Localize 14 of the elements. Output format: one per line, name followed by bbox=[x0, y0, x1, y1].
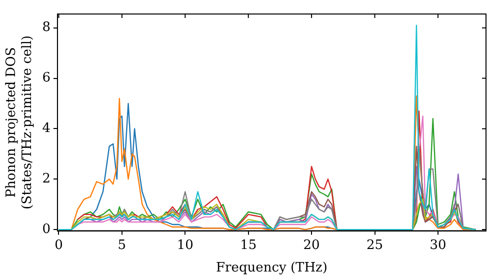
x-axis-title: Frequency (THz) bbox=[216, 260, 328, 276]
y-tick-label: 4 bbox=[42, 121, 50, 136]
x-tick-label: 15 bbox=[240, 238, 257, 253]
x-tick-label: 10 bbox=[176, 238, 194, 253]
x-tick-label: 25 bbox=[366, 238, 384, 253]
y-tick-label: 0 bbox=[42, 222, 50, 237]
y-tick-label: 2 bbox=[42, 171, 50, 186]
x-tick-label: 30 bbox=[430, 238, 446, 253]
x-tick-label: 20 bbox=[303, 238, 320, 253]
x-tick-label: 5 bbox=[118, 238, 126, 253]
y-axis-title: Phonon projected DOS (States/THz·primitive cell) bbox=[4, 35, 35, 210]
y-tick-label: 8 bbox=[42, 20, 50, 36]
y-tick-label: 6 bbox=[42, 70, 50, 86]
x-tick-label: 0 bbox=[54, 238, 63, 253]
